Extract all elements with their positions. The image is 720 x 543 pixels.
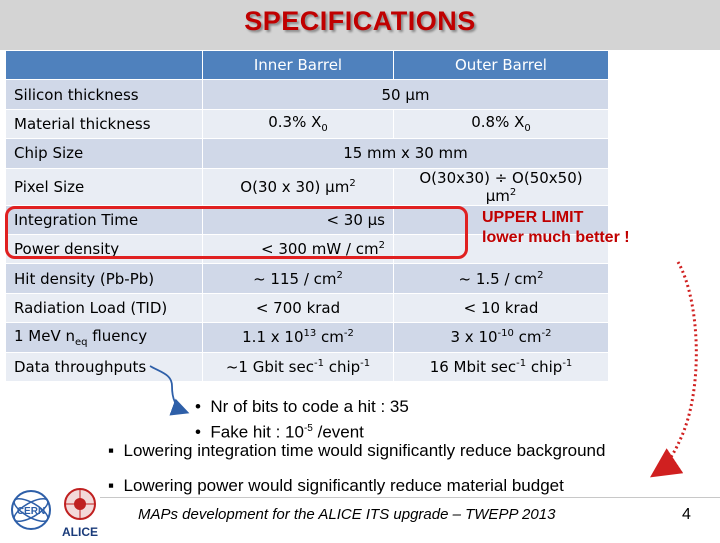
alice-logo-text: ALICE	[62, 525, 98, 538]
upper-limit-note: UPPER LIMIT lower much better !	[482, 208, 630, 248]
table-row: Integration Time < 30 μs	[5, 204, 609, 235]
sub-bullet-item: • Fake hit : 10-5 /event	[195, 422, 364, 442]
page-number: 4	[682, 506, 691, 523]
row-value-outer: < 10 krad	[393, 292, 609, 324]
highlight-box	[5, 206, 468, 259]
row-label: 1 MeV neq fluency	[5, 322, 203, 353]
table-row: Chip Size 15 mm x 30 mm	[5, 138, 609, 169]
row-value-inner: ~1 Gbit sec-1 chip-1	[202, 351, 394, 382]
row-label: Hit density (Pb-Pb)	[5, 263, 203, 294]
row-value-inner: O(30 x 30) μm2	[202, 167, 394, 206]
row-value-outer: 3 x 10-10 cm-2	[393, 322, 609, 353]
table-row: 1 MeV neq fluency 1.1 x 1013 cm-2 3 x 10…	[5, 322, 609, 353]
row-label: Integration Time	[5, 204, 203, 235]
footer-divider	[100, 497, 720, 498]
cern-logo-text: CERN	[17, 506, 45, 517]
row-value-outer: ~ 1.5 / cm2	[393, 263, 609, 294]
row-value-inner: 0.3% X0	[202, 108, 394, 140]
table-row: Hit density (Pb-Pb) ~ 115 / cm2 ~ 1.5 / …	[5, 263, 609, 294]
upper-limit-line: UPPER LIMIT	[482, 209, 584, 226]
row-value-inner: 1.1 x 1013 cm-2	[202, 322, 394, 353]
sub-bullet-list: • Nr of bits to code a hit : 35 • Fake h…	[195, 396, 409, 444]
row-value-outer: O(30x30) ÷ O(50x50) μm2	[393, 167, 609, 206]
row-value-inner: ~ 115 / cm2	[202, 263, 394, 294]
table-row: Radiation Load (TID) < 700 krad < 10 kra…	[5, 292, 609, 324]
table-row: Pixel Size O(30 x 30) μm2 O(30x30) ÷ O(5…	[5, 167, 609, 206]
footer-text: MAPs development for the ALICE ITS upgra…	[138, 506, 556, 523]
alice-logo: ALICE	[58, 486, 102, 539]
sub-bullet-item: • Nr of bits to code a hit : 35	[195, 397, 409, 416]
row-value-outer: 16 Mbit sec-1 chip-1	[393, 351, 609, 382]
row-label: Data throughputs	[5, 351, 203, 382]
cern-logo: CERN	[6, 488, 56, 532]
header-corner	[5, 49, 203, 81]
row-value-inner: < 700 krad	[202, 292, 394, 324]
row-label: Radiation Load (TID)	[5, 292, 203, 324]
table-row: Material thickness 0.3% X0 0.8% X0	[5, 108, 609, 140]
header-inner-barrel: Inner Barrel	[202, 49, 394, 81]
red-arrow	[650, 261, 698, 478]
row-value-outer	[393, 204, 609, 235]
row-label: Silicon thickness	[5, 79, 203, 110]
row-label: Pixel Size	[5, 167, 203, 206]
table-row: Data throughputs ~1 Gbit sec-1 chip-1 16…	[5, 351, 609, 382]
row-label: Material thickness	[5, 108, 203, 140]
row-value-inner: < 30 μs	[202, 204, 394, 235]
row-value-shared: 15 mm x 30 mm	[202, 138, 609, 169]
main-bullet-item: ▪ Lowering power would significantly red…	[108, 476, 564, 495]
table-row: Silicon thickness 50 μm	[5, 79, 609, 110]
row-label: Chip Size	[5, 138, 203, 169]
header-outer-barrel: Outer Barrel	[393, 49, 609, 81]
row-value-outer: 0.8% X0	[393, 108, 609, 140]
lower-better-line: lower much better !	[482, 229, 630, 246]
table-header-row: Inner Barrel Outer Barrel	[5, 49, 609, 81]
main-bullet-item: ▪ Lowering integration time would signif…	[108, 441, 606, 460]
slide-title: SPECIFICATIONS	[244, 6, 476, 36]
title-bar	[0, 0, 720, 50]
row-value-shared: 50 μm	[202, 79, 609, 110]
